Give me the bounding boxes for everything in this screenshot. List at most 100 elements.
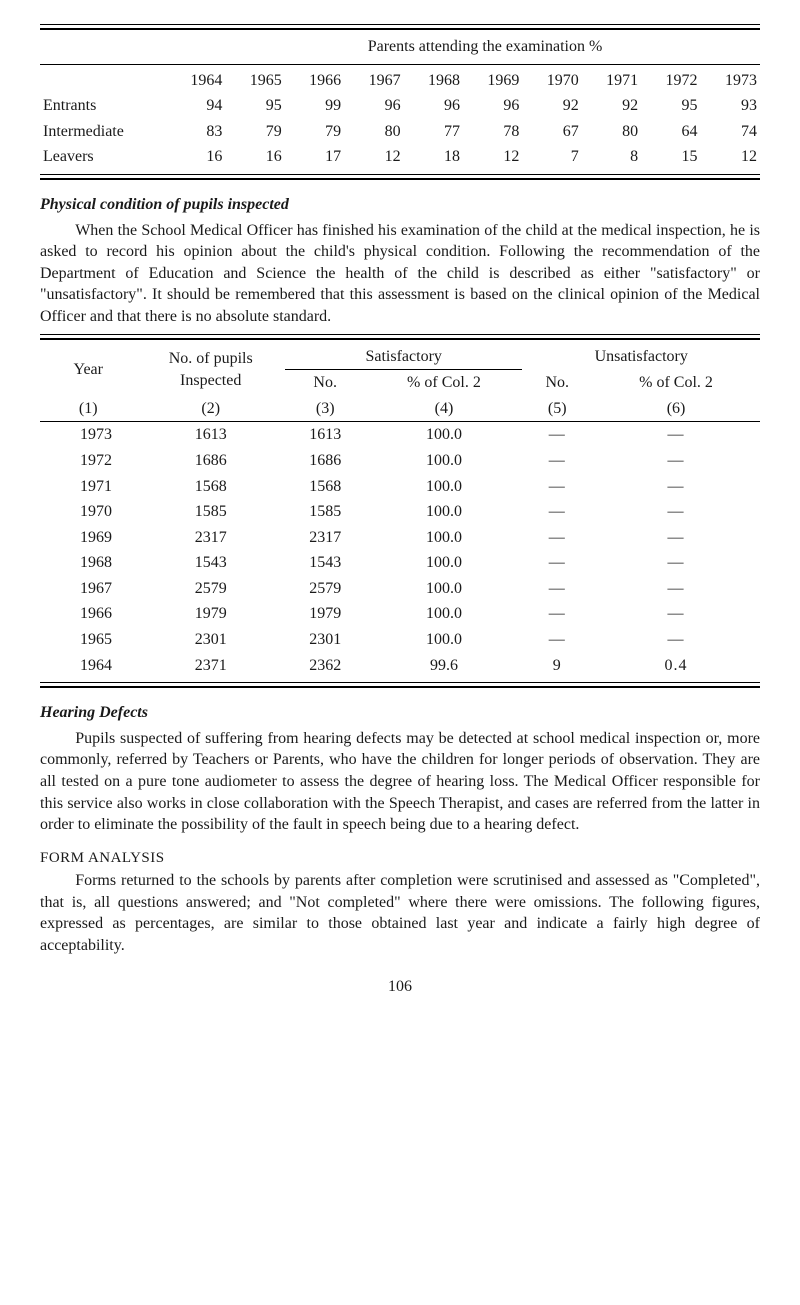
- table2-cell: 0.4: [592, 653, 760, 679]
- section-physical-para: When the School Medical Officer has fini…: [40, 220, 760, 328]
- table2-cell: —: [592, 525, 760, 551]
- table2-head-sat: Satisfactory: [285, 344, 523, 370]
- table2-row: 196619791979100.0——: [40, 601, 760, 627]
- table2-cell: —: [522, 525, 592, 551]
- table1-row-label: Entrants: [40, 93, 166, 119]
- section-form-para: Forms returned to the schools by parents…: [40, 870, 760, 956]
- table1-year: 1967: [344, 68, 403, 94]
- table1: 1964 1965 1966 1967 1968 1969 1970 1971 …: [40, 68, 760, 170]
- table2-cell: 1686: [136, 448, 284, 474]
- table2-colnum: (2): [136, 396, 284, 422]
- table1-row: Entrants94959996969692929593: [40, 93, 760, 119]
- table2-cell: 1543: [285, 550, 366, 576]
- table2-cell: 2362: [285, 653, 366, 679]
- table2-cell: 1568: [285, 474, 366, 500]
- table1-cell: 74: [701, 119, 760, 145]
- table2-colnum: (5): [522, 396, 592, 422]
- table1-cell: 7: [522, 144, 581, 170]
- rule-t2-bottom: [40, 682, 760, 688]
- table1-cell: 93: [701, 93, 760, 119]
- table2-cell: 1966: [40, 601, 136, 627]
- table2-cell: 100.0: [365, 448, 522, 474]
- table2-row: 197216861686100.0——: [40, 448, 760, 474]
- table2-cell: —: [592, 422, 760, 448]
- page-number: 106: [40, 976, 760, 998]
- table2-head-row1: Year No. of pupils Inspected Satisfactor…: [40, 344, 760, 370]
- table2-cell: 1969: [40, 525, 136, 551]
- table1-cell: 95: [641, 93, 700, 119]
- table1-cell: 80: [344, 119, 403, 145]
- table1-cell: 16: [225, 144, 284, 170]
- table2-cell: 1964: [40, 653, 136, 679]
- page: Parents attending the examination % 1964…: [40, 24, 760, 998]
- table2-cell: 1968: [40, 550, 136, 576]
- table2-colnum: (6): [592, 396, 760, 422]
- table1-year: 1973: [701, 68, 760, 94]
- table1-year: 1968: [404, 68, 463, 94]
- table2-cell: 1971: [40, 474, 136, 500]
- table1-cell: 96: [463, 93, 522, 119]
- table1-cell: 12: [463, 144, 522, 170]
- table2-head-year: Year: [40, 344, 136, 396]
- table1-cell: 79: [225, 119, 284, 145]
- table1-cell: 80: [582, 119, 641, 145]
- table2-head-row3: (1) (2) (3) (4) (5) (6): [40, 396, 760, 422]
- table1-year: 1965: [225, 68, 284, 94]
- table2-cell: 1613: [285, 422, 366, 448]
- table2-cell: —: [592, 576, 760, 602]
- table2-head-inspected: No. of pupils Inspected: [136, 344, 284, 396]
- table2-cell: —: [592, 474, 760, 500]
- table1-cell: 12: [344, 144, 403, 170]
- table2-row: 196523012301100.0——: [40, 627, 760, 653]
- table1-year: 1970: [522, 68, 581, 94]
- table2-cell: 100.0: [365, 422, 522, 448]
- table2-cell: —: [522, 576, 592, 602]
- section-hearing-para: Pupils suspected of suffering from heari…: [40, 728, 760, 836]
- table1-year: 1969: [463, 68, 522, 94]
- table2-cell: 100.0: [365, 576, 522, 602]
- table2-row: 196725792579100.0——: [40, 576, 760, 602]
- table2-cell: 1543: [136, 550, 284, 576]
- table2-row: 196923172317100.0——: [40, 525, 760, 551]
- table1-cell: 92: [582, 93, 641, 119]
- rule-t1-bottom: [40, 174, 760, 180]
- table2-cell: —: [592, 627, 760, 653]
- table1-year: 1972: [641, 68, 700, 94]
- table2-row: 196815431543100.0——: [40, 550, 760, 576]
- table1-year: 1966: [285, 68, 344, 94]
- table2-cell: 99.6: [365, 653, 522, 679]
- table2-cell: 100.0: [365, 550, 522, 576]
- table2-cell: 2371: [136, 653, 284, 679]
- table2-cell: —: [592, 550, 760, 576]
- table2-cell: 2317: [285, 525, 366, 551]
- table2-head-unsat: Unsatisfactory: [522, 344, 760, 370]
- table2-cell: 100.0: [365, 474, 522, 500]
- rule-t1-head: [40, 64, 760, 65]
- table2-cell: 100.0: [365, 499, 522, 525]
- table1-row-label: Leavers: [40, 144, 166, 170]
- table1-year: 1971: [582, 68, 641, 94]
- table1-cell: 15: [641, 144, 700, 170]
- table1-cell: 78: [463, 119, 522, 145]
- table2-cell: 1979: [136, 601, 284, 627]
- table1-cell: 96: [404, 93, 463, 119]
- table1-cell: 99: [285, 93, 344, 119]
- table2-cell: 2301: [136, 627, 284, 653]
- table2-colnum: (4): [365, 396, 522, 422]
- table2-cell: 1972: [40, 448, 136, 474]
- table2-colnum: (1): [40, 396, 136, 422]
- table2-cell: 1970: [40, 499, 136, 525]
- table1-cell: 18: [404, 144, 463, 170]
- table1-cell: 94: [166, 93, 225, 119]
- table2-cell: —: [522, 550, 592, 576]
- table2-cell: 100.0: [365, 525, 522, 551]
- table1-cell: 16: [166, 144, 225, 170]
- table2-cell: —: [522, 422, 592, 448]
- table2-cell: 2579: [136, 576, 284, 602]
- table2-cell: —: [592, 499, 760, 525]
- table1-cell: 17: [285, 144, 344, 170]
- table1-row: Leavers161617121812781512: [40, 144, 760, 170]
- table1-row: Intermediate83797980777867806474: [40, 119, 760, 145]
- table2: Year No. of pupils Inspected Satisfactor…: [40, 344, 760, 679]
- table2-cell: —: [522, 474, 592, 500]
